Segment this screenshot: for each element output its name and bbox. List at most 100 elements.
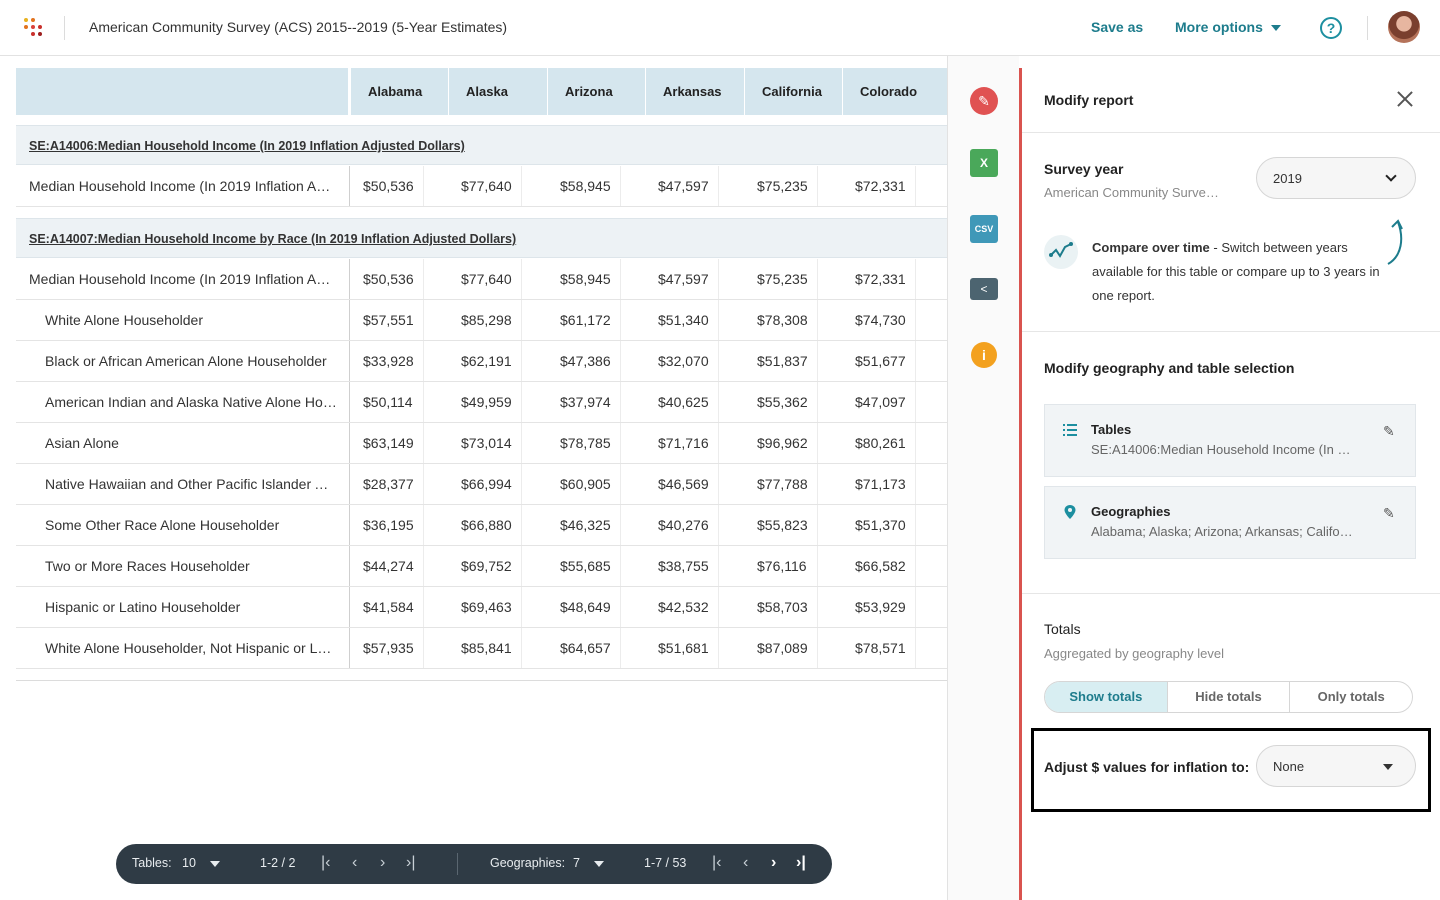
show-totals-button[interactable]: Show totals <box>1045 682 1167 712</box>
row-label: Median Household Income (In 2019 Inflati… <box>16 166 350 206</box>
table-cell: $75,235 <box>757 271 808 287</box>
table-cell: $51,370 <box>855 517 906 533</box>
avatar[interactable] <box>1388 11 1420 43</box>
row-label: American Indian and Alaska Native Alone … <box>16 382 350 422</box>
table-cell: $60,905 <box>560 476 611 492</box>
table-cell: $49,959 <box>461 394 512 410</box>
tables-per-page-select[interactable]: 10 <box>182 856 220 870</box>
column-header[interactable]: California <box>744 68 842 115</box>
prev-page-icon[interactable]: ‹ <box>743 854 749 871</box>
cell-divider <box>423 300 424 340</box>
cell-divider <box>521 505 522 545</box>
tables-card-subtitle: SE:A14006:Median Household Income (In 20… <box>1091 442 1356 457</box>
table-cell: $50,536 <box>363 178 414 194</box>
map-pin-icon <box>1064 505 1076 519</box>
cell-divider <box>620 546 621 586</box>
inflation-select[interactable]: None <box>1256 745 1416 787</box>
first-page-icon[interactable]: |‹ <box>321 854 331 871</box>
compare-over-time-icon <box>1044 235 1078 269</box>
row-label: Asian Alone <box>16 423 350 463</box>
table-row: Median Household Income (In 2019 Inflati… <box>16 166 947 207</box>
row-label: Two or More Races Householder <box>16 546 350 586</box>
cell-divider <box>817 341 818 381</box>
column-header[interactable]: Arkansas <box>645 68 744 115</box>
excel-download-icon[interactable]: X <box>970 149 998 177</box>
table-cell: $36,195 <box>363 517 414 533</box>
table-cell: $64,657 <box>560 640 611 656</box>
info-icon[interactable]: i <box>971 342 997 368</box>
first-page-icon[interactable]: |‹ <box>712 854 722 871</box>
share-icon[interactable]: < <box>970 278 998 300</box>
csv-download-icon[interactable]: CSV <box>970 215 998 243</box>
pencil-icon[interactable]: ✎ <box>1383 423 1395 439</box>
geographies-per-page-value: 7 <box>573 856 580 870</box>
totals-label: Totals <box>1044 621 1081 637</box>
section-title-link[interactable]: SE:A14006:Median Household Income (In 20… <box>29 139 465 153</box>
table-cell: $71,173 <box>855 476 906 492</box>
inflation-label: Adjust $ values for inflation to: <box>1044 759 1250 775</box>
survey-year-label: Survey year <box>1044 161 1124 177</box>
list-icon <box>1063 424 1077 436</box>
only-totals-button[interactable]: Only totals <box>1289 682 1412 712</box>
close-icon[interactable] <box>1396 90 1414 108</box>
tables-per-page-value: 10 <box>182 856 196 870</box>
geographies-card-subtitle: Alabama; Alaska; Arizona; Arkansas; Cali… <box>1091 524 1356 539</box>
column-header[interactable]: Alabama <box>350 68 448 115</box>
table-row: Some Other Race Alone Householder $36,195… <box>16 505 947 546</box>
divider <box>1022 331 1440 332</box>
compare-over-time-text: Compare over time - Switch between years… <box>1092 236 1382 308</box>
table-cell: $42,532 <box>658 599 709 615</box>
app-logo-icon[interactable] <box>24 18 42 36</box>
page-title: American Community Survey (ACS) 2015--20… <box>89 19 508 35</box>
geographies-per-page-select[interactable]: 7 <box>573 856 604 870</box>
header-divider <box>64 16 65 40</box>
tables-selection-card[interactable]: Tables SE:A14006:Median Household Income… <box>1044 404 1416 477</box>
geographies-selection-card[interactable]: Geographies Alabama; Alaska; Arizona; Ar… <box>1044 486 1416 559</box>
highlight-box <box>1031 728 1431 812</box>
hide-totals-button[interactable]: Hide totals <box>1166 682 1290 712</box>
table-cell: $58,945 <box>560 178 611 194</box>
table-cell: $28,377 <box>363 476 414 492</box>
cell-divider <box>718 166 719 206</box>
edit-report-icon[interactable]: ✎ <box>970 87 998 115</box>
cell-divider <box>521 628 522 668</box>
help-icon[interactable]: ? <box>1320 17 1342 39</box>
next-page-icon[interactable]: › <box>771 854 777 871</box>
table-cell: $57,551 <box>363 312 414 328</box>
table-cell: $78,571 <box>855 640 906 656</box>
table-cell: $69,463 <box>461 599 512 615</box>
section-title-link[interactable]: SE:A14007:Median Household Income by Rac… <box>29 232 517 246</box>
table-cell: $61,172 <box>560 312 611 328</box>
column-header[interactable]: Alaska <box>448 68 547 115</box>
last-page-icon[interactable]: ›| <box>796 854 806 871</box>
last-page-icon[interactable]: ›| <box>406 854 416 871</box>
table-cell: $40,276 <box>658 517 709 533</box>
cell-divider <box>620 166 621 206</box>
table-cell: $71,716 <box>658 435 709 451</box>
column-header[interactable]: Arizona <box>547 68 645 115</box>
column-header[interactable]: Colorado <box>842 68 941 115</box>
cell-divider <box>521 587 522 627</box>
next-page-icon[interactable]: › <box>380 854 386 871</box>
survey-year-select[interactable]: 2019 <box>1256 157 1416 199</box>
cell-divider <box>915 300 916 340</box>
prev-page-icon[interactable]: ‹ <box>352 854 358 871</box>
cell-divider <box>521 382 522 422</box>
save-as-button[interactable]: Save as <box>1091 19 1144 35</box>
table-cell: $47,597 <box>658 271 709 287</box>
cell-divider <box>620 628 621 668</box>
table-cell: $76,116 <box>757 558 807 574</box>
section-header: SE:A14007:Median Household Income by Rac… <box>16 218 947 258</box>
table-cell: $66,880 <box>461 517 512 533</box>
more-options-button[interactable]: More options <box>1175 19 1281 35</box>
totals-subtitle: Aggregated by geography level <box>1044 646 1224 661</box>
table-cell: $32,070 <box>658 353 709 369</box>
caret-down-icon <box>1383 764 1393 770</box>
table-cell: $96,962 <box>757 435 808 451</box>
row-label: Some Other Race Alone Householder <box>16 505 350 545</box>
pencil-icon[interactable]: ✎ <box>1383 505 1395 521</box>
caret-down-icon <box>1270 25 1281 32</box>
cell-divider <box>718 464 719 504</box>
row-label: Black or African American Alone Househol… <box>16 341 350 381</box>
table-cell: $62,191 <box>461 353 512 369</box>
